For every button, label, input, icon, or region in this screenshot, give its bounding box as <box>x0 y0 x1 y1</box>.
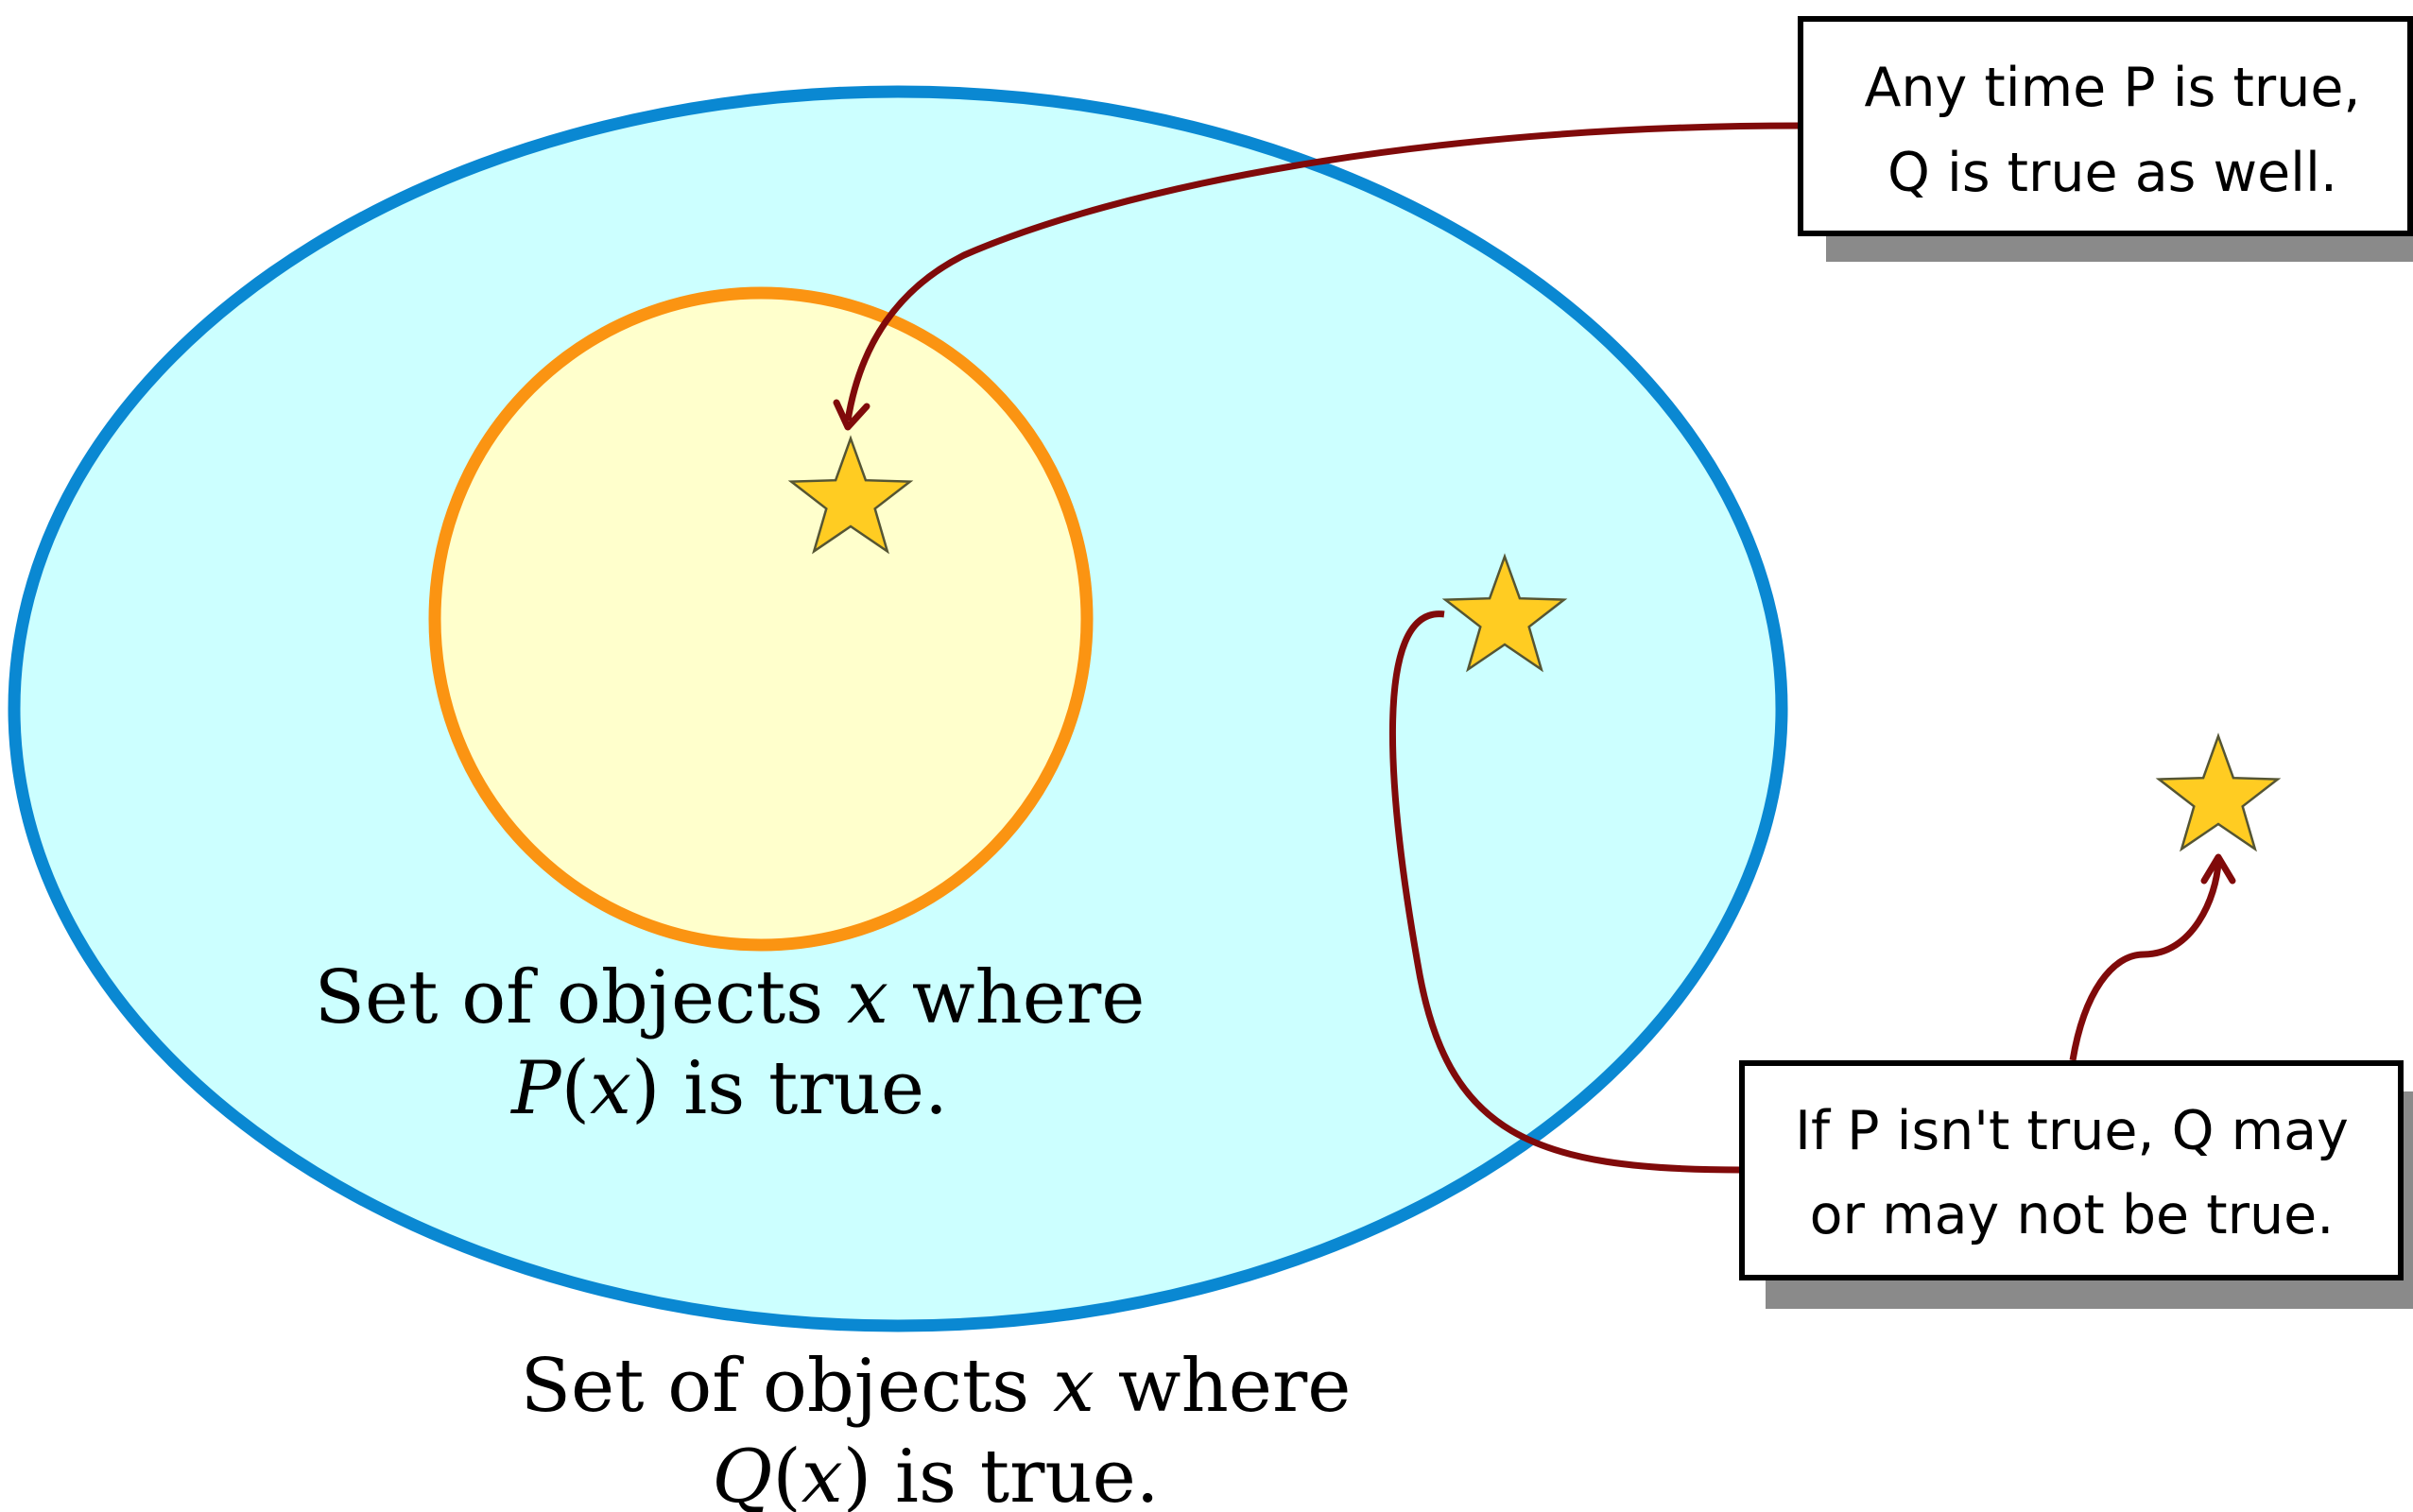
callout-bottom-line2: or may not be true. <box>1810 1184 2335 1246</box>
inner-set-p-region <box>428 286 1094 952</box>
outer-set-label-line2: Q(x) is true. <box>712 1435 1159 1512</box>
outer-set-label-line1: Set of objects x where <box>521 1344 1352 1429</box>
callout-bottom-line1: If P isn't true, Q may <box>1795 1100 2349 1162</box>
arrowhead-top <box>833 399 870 431</box>
star-icon <box>787 435 914 555</box>
callout-top-line1: Any time P is true, <box>1864 57 2360 119</box>
arrow-bottom-callout-to-star-in-q <box>1389 610 1743 1174</box>
star-icon <box>2155 732 2282 852</box>
inner-set-label-line1: Set of objects x where <box>315 955 1146 1040</box>
star-icon <box>1441 553 1568 673</box>
arrow-bottom-callout-to-star-outside <box>2069 861 2222 1061</box>
arrow-top-callout-to-star <box>844 122 1801 421</box>
callout-top-line2: Q is true as well. <box>1887 142 2337 204</box>
arrowhead-bottom-right <box>2200 853 2236 885</box>
inner-set-label-line2: P(x) is true. <box>509 1046 948 1131</box>
callout-bottom-box <box>1739 1060 2404 1280</box>
callout-top-box <box>1798 16 2413 236</box>
